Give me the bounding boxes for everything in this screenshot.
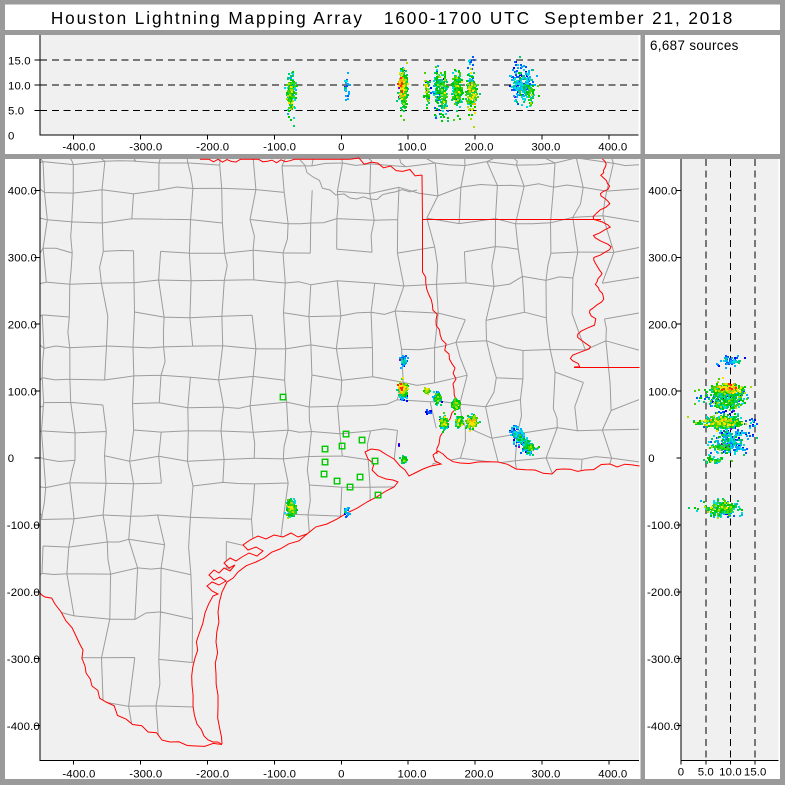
svg-text:100.0: 100.0 [398,769,427,781]
svg-text:400.0: 400.0 [8,186,37,198]
svg-text:10.0: 10.0 [8,80,31,92]
svg-text:Houston Lightning Mapping Arra: Houston Lightning Mapping Array 1600-170… [51,8,734,28]
svg-text:-100.0: -100.0 [7,520,40,532]
svg-text:-100.0: -100.0 [647,520,680,532]
svg-text:-300.0: -300.0 [647,654,680,666]
svg-text:100.0: 100.0 [8,386,37,398]
svg-text:15.0: 15.0 [744,767,767,779]
svg-text:300.0: 300.0 [531,769,560,781]
svg-text:100.0: 100.0 [398,142,427,154]
svg-text:0: 0 [648,453,654,465]
svg-text:400.0: 400.0 [648,186,677,198]
svg-text:0: 0 [8,453,14,465]
svg-text:200.0: 200.0 [8,319,37,331]
svg-text:5.0: 5.0 [698,767,714,779]
svg-text:200.0: 200.0 [464,769,493,781]
svg-text:400.0: 400.0 [598,769,627,781]
svg-text:5.0: 5.0 [8,106,24,118]
svg-text:-300.0: -300.0 [129,769,162,781]
svg-text:-400.0: -400.0 [62,769,95,781]
svg-text:-300.0: -300.0 [7,654,40,666]
svg-text:0: 0 [8,130,14,142]
svg-text:-100.0: -100.0 [263,142,296,154]
svg-text:-200.0: -200.0 [7,587,40,599]
svg-text:-300.0: -300.0 [129,142,162,154]
svg-text:-100.0: -100.0 [263,769,296,781]
svg-text:-200.0: -200.0 [196,142,229,154]
svg-text:-400.0: -400.0 [62,142,95,154]
svg-text:-400.0: -400.0 [7,721,40,733]
svg-text:400.0: 400.0 [598,142,627,154]
svg-text:-400.0: -400.0 [647,721,680,733]
svg-text:0: 0 [338,142,344,154]
svg-text:200.0: 200.0 [648,319,677,331]
svg-text:0: 0 [338,769,344,781]
svg-text:15.0: 15.0 [8,55,31,67]
svg-text:300.0: 300.0 [531,142,560,154]
svg-text:300.0: 300.0 [8,253,37,265]
svg-text:10.0: 10.0 [719,767,742,779]
svg-text:-200.0: -200.0 [647,587,680,599]
svg-text:6,687 sources: 6,687 sources [650,38,739,53]
svg-text:300.0: 300.0 [648,253,677,265]
svg-text:200.0: 200.0 [464,142,493,154]
svg-text:100.0: 100.0 [648,386,677,398]
svg-text:0: 0 [678,767,684,779]
svg-text:-200.0: -200.0 [196,769,229,781]
